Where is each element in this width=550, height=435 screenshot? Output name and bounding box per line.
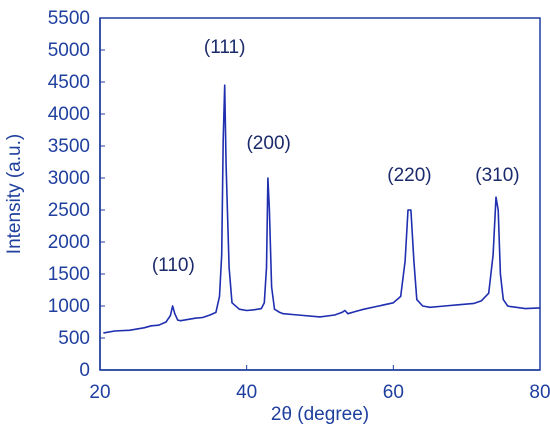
data-point — [177, 319, 179, 321]
data-point — [267, 177, 269, 179]
data-point — [507, 305, 509, 307]
data-point — [222, 139, 224, 141]
data-point — [246, 309, 248, 312]
y-tick-label: 2500 — [48, 200, 90, 221]
data-point — [271, 286, 273, 288]
data-point — [356, 310, 358, 312]
y-ticks: 0 500 1000 1500 2000 2500 3000 3500 4000 4500 5000… — [48, 8, 105, 381]
data-point — [297, 314, 299, 316]
data-point — [215, 311, 217, 313]
x-tick-label: 20 — [89, 382, 110, 403]
data-point — [273, 308, 276, 310]
data-point — [150, 325, 152, 327]
peak-label: (200) — [246, 133, 290, 154]
data-point — [265, 267, 268, 269]
data-point — [495, 196, 497, 198]
data-point — [172, 305, 174, 307]
data-point — [180, 320, 182, 322]
data-point — [488, 292, 490, 294]
data-point — [228, 267, 230, 269]
data-point — [158, 324, 160, 326]
data-point — [407, 209, 409, 211]
data-point — [268, 209, 270, 211]
x-axis-title: 2θ (degree) — [271, 404, 369, 425]
data-point — [444, 305, 446, 307]
data-point — [334, 314, 336, 316]
y-axis-title: Intensity (a.u.) — [4, 134, 25, 254]
y-tick-label: 1000 — [48, 296, 90, 317]
data-point — [404, 260, 406, 262]
peak-label: (220) — [387, 165, 431, 186]
data-point — [282, 313, 284, 315]
data-point — [194, 317, 196, 319]
data-point — [221, 254, 223, 256]
y-tick-label: 5500 — [48, 8, 90, 29]
data-point — [422, 305, 424, 307]
data-point — [510, 306, 512, 308]
data-point — [341, 311, 343, 313]
data-point — [174, 313, 176, 315]
data-point — [238, 308, 240, 310]
data-point — [225, 164, 227, 166]
series-group — [103, 84, 541, 334]
data-point — [416, 299, 418, 301]
x-ticks: 20 40 60 80 — [89, 365, 550, 403]
y-tick-label: 4000 — [48, 104, 90, 125]
data-point — [143, 327, 145, 329]
data-point — [410, 209, 412, 211]
data-point — [202, 316, 204, 319]
series-line — [103, 84, 541, 334]
axes — [99, 18, 540, 371]
data-point — [209, 314, 211, 316]
y-tick-label: 4500 — [48, 72, 90, 93]
data-point — [429, 306, 431, 308]
data-point — [492, 254, 494, 256]
data-point — [279, 311, 281, 313]
peak-labels: (110) (111) (200) (220) (310) — [152, 37, 520, 276]
data-point — [473, 302, 475, 304]
data-point — [319, 316, 321, 318]
peak-label: (310) — [475, 165, 519, 186]
data-point — [114, 330, 116, 332]
data-point — [497, 209, 499, 211]
y-tick-label: 500 — [58, 328, 90, 349]
data-point — [502, 299, 504, 301]
data-point — [499, 273, 501, 275]
data-point — [260, 308, 262, 310]
data-point — [253, 309, 255, 311]
data-point — [224, 84, 226, 86]
data-point — [400, 295, 402, 297]
data-point — [539, 307, 541, 309]
x-tick-label: 60 — [383, 382, 404, 403]
peak-label: (110) — [152, 255, 195, 276]
data-point — [165, 321, 167, 323]
data-point — [363, 308, 365, 310]
data-point — [458, 304, 460, 306]
data-point — [218, 295, 221, 297]
data-point — [169, 315, 171, 317]
data-point — [413, 260, 415, 262]
data-point — [231, 302, 233, 304]
data-point — [103, 332, 105, 334]
x-tick-label: 40 — [236, 382, 257, 403]
data-point — [187, 318, 189, 320]
data-point — [392, 302, 394, 304]
y-tick-label: 0 — [79, 360, 90, 381]
peak-label: (111) — [204, 37, 246, 58]
data-point — [480, 300, 482, 302]
data-point — [263, 302, 265, 304]
data-point — [378, 305, 380, 307]
y-tick-label: 2000 — [48, 232, 90, 253]
data-point — [347, 313, 349, 315]
data-point — [344, 309, 346, 312]
y-tick-label: 3500 — [48, 136, 90, 157]
x-tick-label: 80 — [529, 382, 550, 403]
y-tick-label: 5000 — [48, 40, 90, 61]
data-point — [524, 308, 526, 310]
data-point — [128, 329, 130, 331]
y-tick-label: 1500 — [48, 264, 90, 285]
y-tick-label: 3000 — [48, 168, 90, 189]
